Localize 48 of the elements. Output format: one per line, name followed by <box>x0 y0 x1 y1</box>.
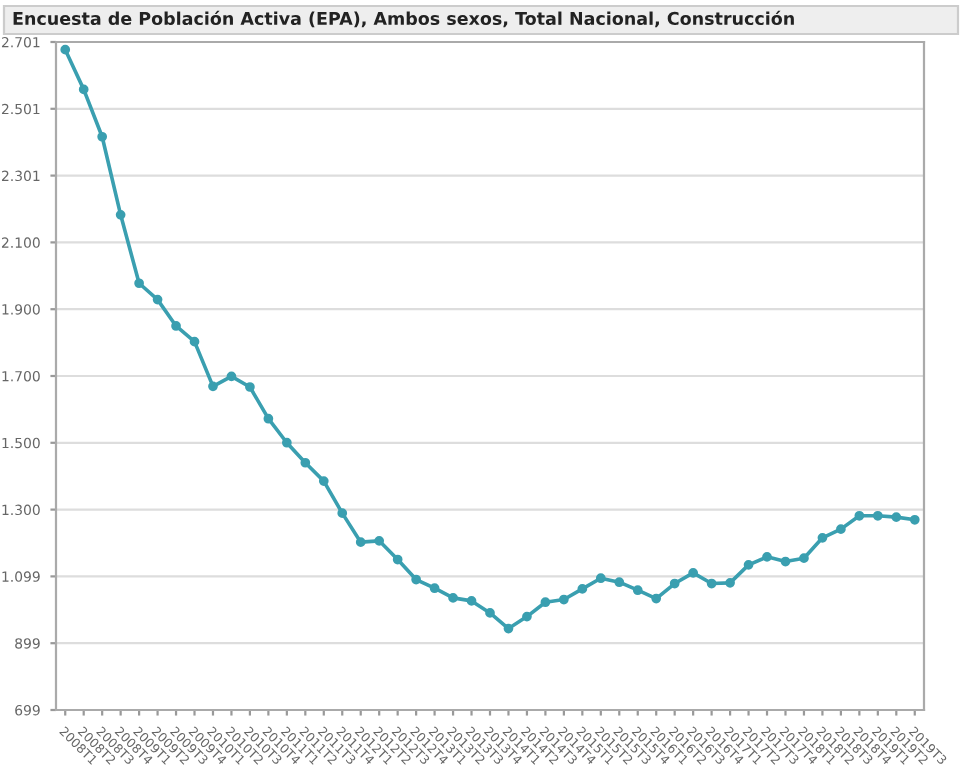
point <box>337 508 348 518</box>
point <box>632 585 643 596</box>
point <box>909 514 920 525</box>
point <box>429 583 440 594</box>
point <box>392 554 403 565</box>
point <box>706 578 717 589</box>
point <box>891 512 902 522</box>
point <box>743 559 754 570</box>
point <box>466 596 477 606</box>
point <box>725 578 735 588</box>
point <box>595 573 606 584</box>
point <box>115 209 126 220</box>
point <box>374 535 385 546</box>
point <box>411 574 421 585</box>
point <box>559 594 569 605</box>
point <box>614 577 625 588</box>
point <box>780 556 791 567</box>
point <box>577 584 588 594</box>
point <box>817 532 828 543</box>
point <box>799 553 809 564</box>
point <box>522 611 532 622</box>
point <box>836 524 846 535</box>
point <box>355 537 366 548</box>
point <box>688 568 699 578</box>
point <box>281 437 292 448</box>
point <box>97 131 108 142</box>
point <box>152 294 163 305</box>
chart-title: Encuesta de Población Activa (EPA), Ambos sexos, Total Nacional, Construcción <box>13 10 794 28</box>
point <box>78 84 89 95</box>
point <box>226 371 237 382</box>
point <box>171 321 181 331</box>
point <box>503 623 514 634</box>
point <box>448 593 458 603</box>
point <box>318 476 329 486</box>
point <box>60 44 71 55</box>
point <box>263 413 274 424</box>
point <box>189 336 200 347</box>
point <box>854 510 865 521</box>
point <box>651 593 662 604</box>
point <box>134 278 144 289</box>
point <box>540 597 551 608</box>
point <box>208 381 218 392</box>
point <box>300 457 311 468</box>
point <box>669 578 680 589</box>
point <box>872 510 883 521</box>
point <box>485 608 495 618</box>
point <box>245 382 255 392</box>
point <box>762 551 772 562</box>
